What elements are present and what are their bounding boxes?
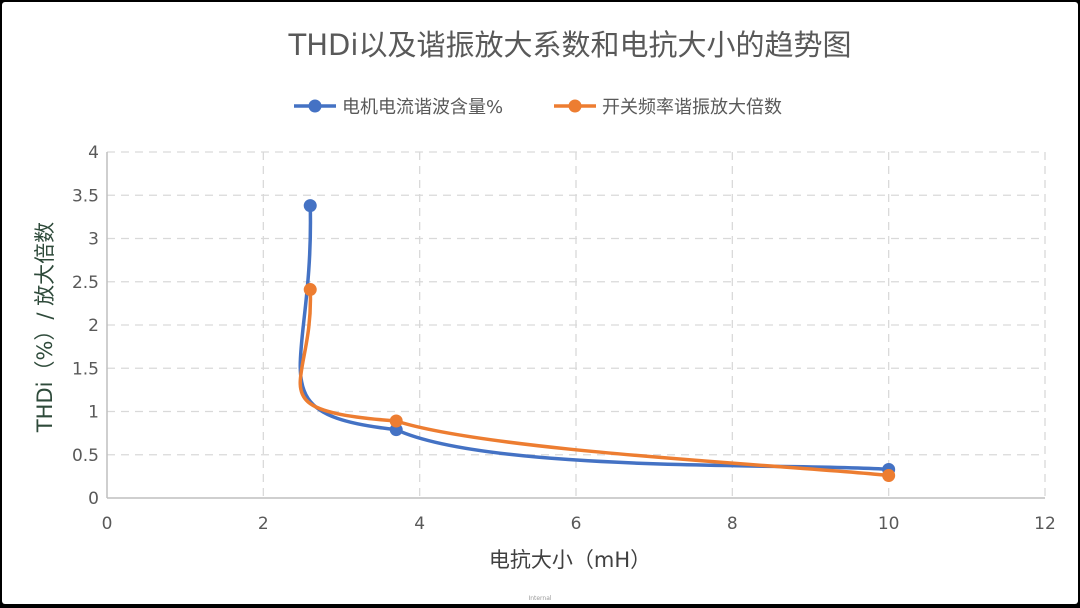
data-point [303, 199, 317, 213]
series-lines [298, 199, 896, 483]
data-point [389, 414, 403, 428]
grid [106, 151, 1046, 499]
data-point [303, 283, 317, 297]
x-tick-label: 4 [414, 514, 425, 534]
y-tick-label: 0.5 [72, 446, 99, 466]
x-tick-label: 0 [102, 514, 113, 534]
y-axis-label: THDi（%）/ 放大倍数 [33, 222, 57, 433]
y-tick-label: 2.5 [72, 273, 99, 293]
series-line [298, 289, 889, 478]
x-tick-label: 12 [1034, 514, 1056, 534]
x-tick-label: 6 [571, 514, 582, 534]
footer-label: Internal [528, 595, 551, 602]
y-tick-label: 2 [88, 316, 99, 336]
legend: 电机电流谐波含量% 开关频率谐振放大倍数 [294, 97, 782, 118]
data-point [882, 469, 896, 483]
y-tick-label: 4 [88, 143, 99, 163]
y-tick-label: 0 [88, 489, 99, 509]
y-tick-label: 3 [88, 230, 99, 250]
x-tick-label: 8 [727, 514, 738, 534]
legend-marker [308, 99, 322, 113]
ticks: 0 0.5 1 1.5 2 2.5 3 3.5 4 0 2 4 6 8 10 12 [72, 143, 1056, 534]
y-tick-label: 1 [88, 403, 99, 423]
x-axis-label: 电抗大小（mH） [489, 548, 651, 572]
legend-marker [568, 99, 582, 113]
legend-label: 开关频率谐振放大倍数 [602, 97, 782, 118]
x-tick-label: 10 [878, 514, 900, 534]
chart-title: THDi以及谐振放大系数和电抗大小的趋势图 [288, 28, 852, 62]
legend-label: 电机电流谐波含量% [342, 97, 503, 118]
y-tick-label: 1.5 [72, 359, 99, 379]
series-line [298, 205, 889, 472]
y-tick-label: 3.5 [72, 186, 99, 206]
x-tick-label: 2 [258, 514, 269, 534]
